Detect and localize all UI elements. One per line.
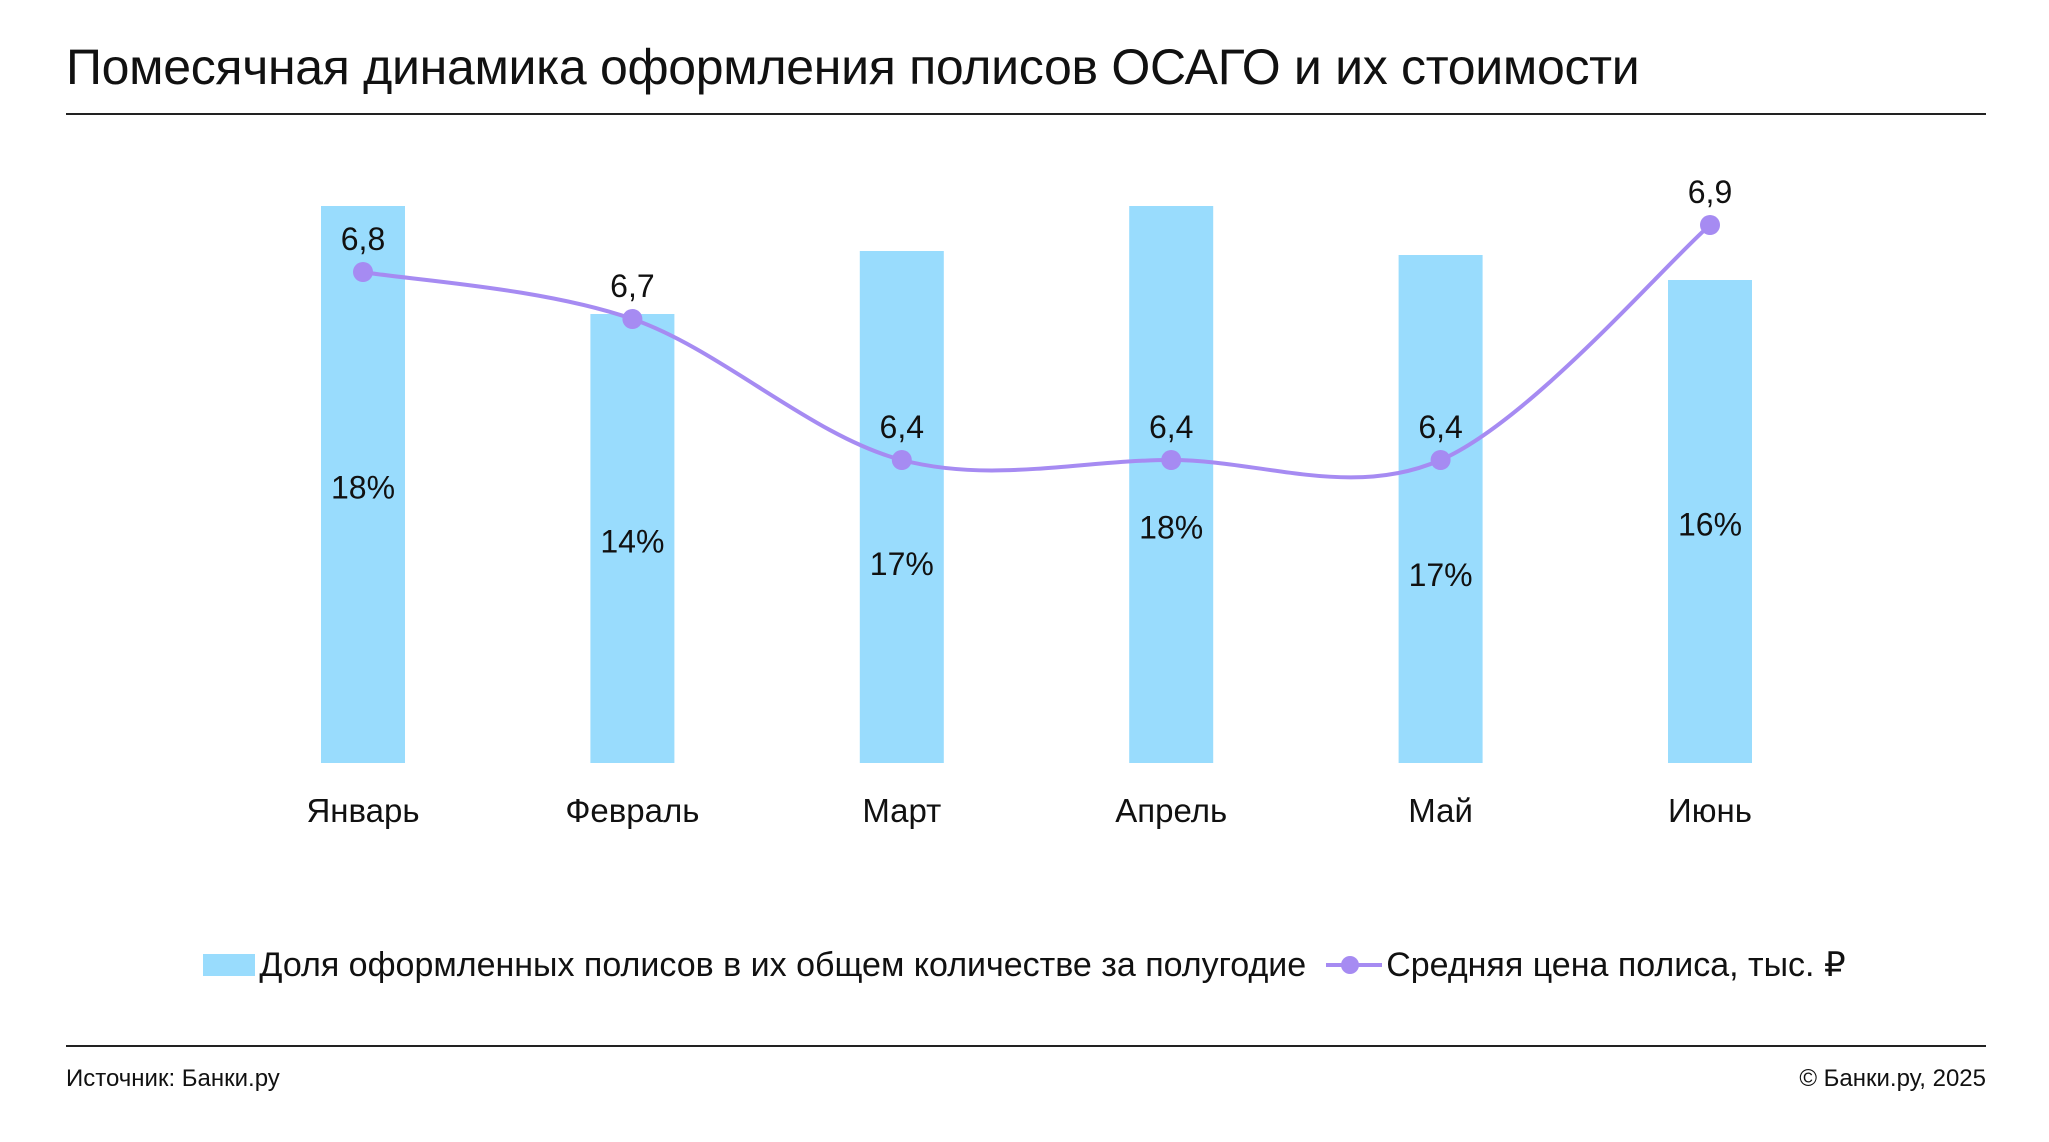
chart-area: 18% 6,8 Январь 14% 6,7 Февраль 17% 6,4 Март 18% 6,…: [306, 174, 1752, 829]
bar-label-3: 17%: [870, 546, 934, 582]
line-layer: [353, 215, 1720, 480]
x-tick-label-3: Март: [862, 792, 941, 829]
x-tick-label-1: Январь: [306, 792, 419, 829]
legend: Доля оформленных полисов в их общем коли…: [0, 940, 2049, 990]
top-divider: [66, 113, 1986, 115]
bar-1: [321, 206, 405, 763]
copyright-note: © Банки.ру, 2025: [1799, 1065, 1986, 1092]
price-point-4: [1161, 450, 1182, 470]
legend-item-line: Средняя цена полиса, тыс. ₽: [1326, 945, 1846, 985]
price-line: [362, 223, 1712, 480]
bar-label-1: 18%: [331, 470, 395, 506]
legend-item-bars: Доля оформленных полисов в их общем коли…: [203, 946, 1306, 985]
price-label-5: 6,4: [1418, 409, 1462, 445]
bars-layer: [321, 206, 1752, 763]
bottom-divider: [66, 1045, 1986, 1047]
chart-title: Помесячная динамика оформления полисов О…: [66, 39, 1640, 95]
bar-3: [859, 251, 944, 763]
legend-bar-swatch: [203, 954, 256, 976]
source-note: Источник: Банки.ру: [66, 1065, 280, 1092]
bar-6: [1668, 280, 1752, 763]
bar-2: [590, 314, 675, 763]
price-label-3: 6,4: [880, 409, 924, 445]
price-label-6: 6,9: [1688, 174, 1732, 210]
price-label-4: 6,4: [1149, 409, 1193, 445]
bar-label-5: 17%: [1409, 557, 1473, 593]
price-point-1: [353, 262, 373, 282]
bar-label-2: 14%: [600, 524, 664, 560]
bar-4: [1129, 206, 1214, 763]
bar-label-4: 18%: [1139, 510, 1203, 546]
bar-5: [1398, 255, 1483, 763]
x-tick-label-5: Май: [1408, 792, 1473, 829]
legend-line-marker: [1326, 956, 1383, 974]
x-tick-label-4: Апрель: [1115, 792, 1227, 829]
price-point-2: [622, 309, 643, 329]
price-point-5: [1430, 450, 1451, 470]
x-tick-label-6: Июнь: [1668, 792, 1752, 829]
price-point-3: [891, 450, 912, 470]
legend-line-label: Средняя цена полиса, тыс. ₽: [1386, 946, 1846, 984]
legend-bar-label: Доля оформленных полисов в их общем коли…: [259, 945, 1307, 984]
labels-layer: 18% 6,8 Январь 14% 6,7 Февраль 17% 6,4 Март 18% 6,…: [306, 174, 1752, 829]
price-label-1: 6,8: [341, 221, 385, 257]
bar-label-6: 16%: [1678, 507, 1742, 543]
price-point-6: [1700, 215, 1720, 235]
x-tick-label-2: Февраль: [565, 792, 699, 829]
price-label-2: 6,7: [610, 268, 654, 304]
